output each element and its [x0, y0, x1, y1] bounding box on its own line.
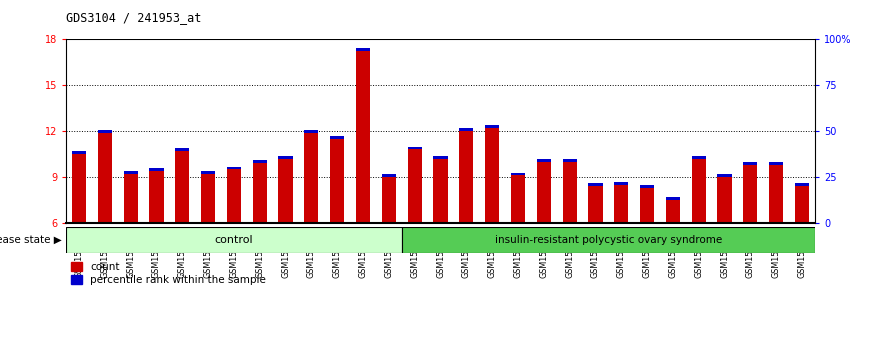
Bar [150, 171, 164, 223]
Bar [640, 185, 655, 188]
Bar [408, 147, 422, 149]
Bar [537, 159, 551, 162]
Bar [692, 156, 706, 159]
Bar [769, 162, 783, 165]
Bar [253, 160, 267, 163]
Text: insulin-resistant polycystic ovary syndrome: insulin-resistant polycystic ovary syndr… [495, 235, 722, 245]
Bar [278, 159, 292, 223]
Bar [511, 173, 525, 176]
Bar [356, 48, 370, 51]
Bar [123, 171, 137, 174]
Bar [201, 174, 215, 223]
Bar [402, 227, 815, 253]
Bar [150, 168, 164, 171]
Bar [226, 169, 241, 223]
Legend: count, percentile rank within the sample: count, percentile rank within the sample [71, 262, 266, 285]
Bar [744, 162, 758, 165]
Bar [537, 162, 551, 223]
Bar [717, 177, 731, 223]
Bar [666, 200, 680, 223]
Bar [278, 156, 292, 159]
Bar [614, 185, 628, 223]
Bar [795, 183, 809, 186]
Bar [226, 167, 241, 169]
Bar [485, 125, 500, 128]
Bar [408, 149, 422, 223]
Bar [123, 174, 137, 223]
Bar [589, 183, 603, 186]
Bar [614, 182, 628, 185]
Bar [562, 162, 577, 223]
Bar [666, 197, 680, 200]
Bar [175, 151, 189, 223]
Bar [304, 132, 319, 223]
Bar [692, 159, 706, 223]
Bar [72, 151, 86, 154]
Bar [201, 171, 215, 174]
Bar [381, 177, 396, 223]
Text: GDS3104 / 241953_at: GDS3104 / 241953_at [66, 11, 202, 24]
Bar [433, 156, 448, 159]
Bar [304, 130, 319, 132]
Bar [769, 165, 783, 223]
Bar [485, 128, 500, 223]
Bar [589, 186, 603, 223]
Bar [98, 132, 112, 223]
Bar [356, 51, 370, 223]
Bar [72, 154, 86, 223]
Bar [175, 148, 189, 151]
Bar [511, 176, 525, 223]
Bar [717, 174, 731, 177]
Bar [330, 139, 344, 223]
Bar [66, 227, 402, 253]
Bar [459, 131, 473, 223]
Bar [330, 136, 344, 139]
Bar [433, 159, 448, 223]
Bar [795, 186, 809, 223]
Bar [562, 159, 577, 162]
Bar [459, 128, 473, 131]
Text: control: control [215, 235, 253, 245]
Text: disease state ▶: disease state ▶ [0, 235, 62, 245]
Bar [98, 130, 112, 132]
Bar [640, 188, 655, 223]
Bar [744, 165, 758, 223]
Bar [381, 173, 396, 177]
Bar [253, 163, 267, 223]
